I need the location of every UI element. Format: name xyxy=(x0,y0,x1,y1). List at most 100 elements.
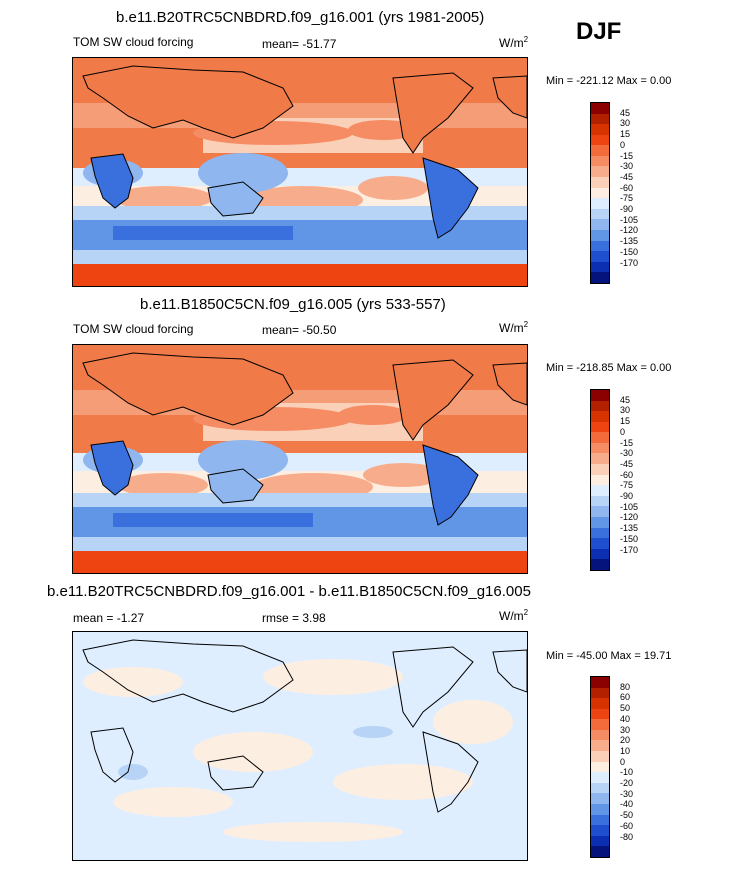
colorbar-swatch xyxy=(591,793,609,804)
colorbar-swatch xyxy=(591,527,609,539)
colorbar-swatch xyxy=(591,687,609,699)
colorbar-swatch xyxy=(591,803,609,815)
colorbar-swatch xyxy=(591,506,609,517)
colorbar-swatch xyxy=(591,495,609,507)
colorbar-swatch xyxy=(591,548,609,560)
colorbar-swatch xyxy=(591,198,609,209)
season-label: DJF xyxy=(576,18,622,45)
colorbar-tick-label: 20 xyxy=(620,735,631,746)
colorbar-tick-label: -105 xyxy=(620,214,639,225)
colorbar-tick-label: -75 xyxy=(620,193,634,204)
colorbar-swatch xyxy=(591,559,609,570)
colorbar-swatch xyxy=(591,698,609,709)
colorbar-swatch xyxy=(591,251,609,262)
colorbar-tick-label: -30 xyxy=(620,448,634,459)
colorbar-swatch xyxy=(591,442,609,454)
colorbar-tick-label: -90 xyxy=(620,204,634,215)
colorbar-swatch xyxy=(591,846,609,857)
colorbar-swatch xyxy=(591,187,609,199)
colorbar-tick-label: -105 xyxy=(620,501,639,512)
colorbar-tick-label: 0 xyxy=(620,756,626,767)
colorbar-swatch xyxy=(591,124,609,135)
panel-2-mean: mean= -50.50 xyxy=(262,323,337,337)
colorbar-tick-label: 80 xyxy=(620,681,631,692)
colorbar-swatch xyxy=(591,485,609,496)
colorbar-tick-label: 45 xyxy=(620,394,631,405)
colorbar-swatch xyxy=(591,145,609,156)
colorbar-tick-label: 10 xyxy=(620,745,631,756)
colorbar-swatch xyxy=(591,516,609,528)
colorbar-swatch xyxy=(591,538,609,549)
colorbar-swatch xyxy=(591,113,609,125)
panel-1-minmax: Min = -221.12 Max = 0.00 xyxy=(546,75,672,87)
colorbar-tick-label: -150 xyxy=(620,533,639,544)
colorbar-swatch xyxy=(591,411,609,422)
panel-2-minmax: Min = -218.85 Max = 0.00 xyxy=(546,362,672,374)
colorbar-tick-label: -45 xyxy=(620,458,634,469)
colorbar-swatch xyxy=(591,272,609,283)
colorbar-swatch xyxy=(591,229,609,241)
colorbar-swatch xyxy=(591,166,609,178)
colorbar-tick-label: -50 xyxy=(620,810,634,821)
colorbar-tick-label: -135 xyxy=(620,236,639,247)
colorbar-tick-label: 30 xyxy=(620,405,631,416)
colorbar-swatch xyxy=(591,835,609,847)
colorbar-tick-label: -15 xyxy=(620,150,634,161)
colorbar-tick-label: -60 xyxy=(620,820,634,831)
colorbar-swatch xyxy=(591,453,609,465)
panel-1-field-label: TOM SW cloud forcing xyxy=(73,35,194,49)
panel-1-mean: mean= -51.77 xyxy=(262,37,337,51)
colorbar-swatch xyxy=(591,677,609,688)
colorbar-swatch xyxy=(591,761,609,773)
colorbar-tick-label: 30 xyxy=(620,724,631,735)
colorbar-tick-label: -15 xyxy=(620,437,634,448)
colorbar-swatch xyxy=(591,729,609,741)
colorbar-swatch xyxy=(591,103,609,114)
colorbar-tick-label: -120 xyxy=(620,225,639,236)
colorbar-tick-label: 15 xyxy=(620,129,631,140)
colorbar-tick-label: 40 xyxy=(620,713,631,724)
panel-3-minmax: Min = -45.00 Max = 19.71 xyxy=(546,650,672,662)
colorbar-swatch xyxy=(591,432,609,443)
panel-3-title: b.e11.B20TRC5CNBDRD.f09_g16.001 - b.e11.… xyxy=(47,583,531,600)
panel-2-colorbar xyxy=(590,389,610,571)
colorbar-tick-label: -60 xyxy=(620,469,634,480)
colorbar-tick-label: -150 xyxy=(620,246,639,257)
colorbar-swatch xyxy=(591,219,609,230)
colorbar-swatch xyxy=(591,400,609,412)
colorbar-tick-label: -170 xyxy=(620,544,639,555)
colorbar-swatch xyxy=(591,134,609,146)
colorbar-tick-label: -30 xyxy=(620,161,634,172)
colorbar-tick-label: 15 xyxy=(620,416,631,427)
colorbar-tick-label: -30 xyxy=(620,788,634,799)
colorbar-swatch xyxy=(591,708,609,720)
colorbar-swatch xyxy=(591,825,609,836)
colorbar-swatch xyxy=(591,208,609,220)
colorbar-tick-label: -20 xyxy=(620,778,634,789)
colorbar-tick-label: -75 xyxy=(620,480,634,491)
panel-2-units: W/m2 xyxy=(499,320,529,335)
panel-2-map xyxy=(72,344,528,574)
colorbar-swatch xyxy=(591,751,609,762)
colorbar-tick-label: -80 xyxy=(620,831,634,842)
colorbar-swatch xyxy=(591,464,609,475)
colorbar-tick-label: -135 xyxy=(620,523,639,534)
colorbar-swatch xyxy=(591,240,609,252)
colorbar-tick-label: 0 xyxy=(620,426,626,437)
colorbar-tick-label: 60 xyxy=(620,692,631,703)
panel-1-map xyxy=(72,57,528,287)
colorbar-tick-label: -45 xyxy=(620,171,634,182)
colorbar-swatch xyxy=(591,740,609,752)
panel-3-map xyxy=(72,631,528,861)
colorbar-tick-label: -10 xyxy=(620,767,634,778)
colorbar-tick-label: -170 xyxy=(620,257,639,268)
colorbar-tick-label: 0 xyxy=(620,139,626,150)
colorbar-tick-label: 45 xyxy=(620,107,631,118)
colorbar-swatch xyxy=(591,782,609,794)
colorbar-tick-label: -60 xyxy=(620,182,634,193)
colorbar-swatch xyxy=(591,261,609,273)
colorbar-tick-label: -40 xyxy=(620,799,634,810)
colorbar-tick-label: 30 xyxy=(620,118,631,129)
panel-3-units: W/m2 xyxy=(499,608,529,623)
panel-3-colorbar xyxy=(590,676,610,858)
